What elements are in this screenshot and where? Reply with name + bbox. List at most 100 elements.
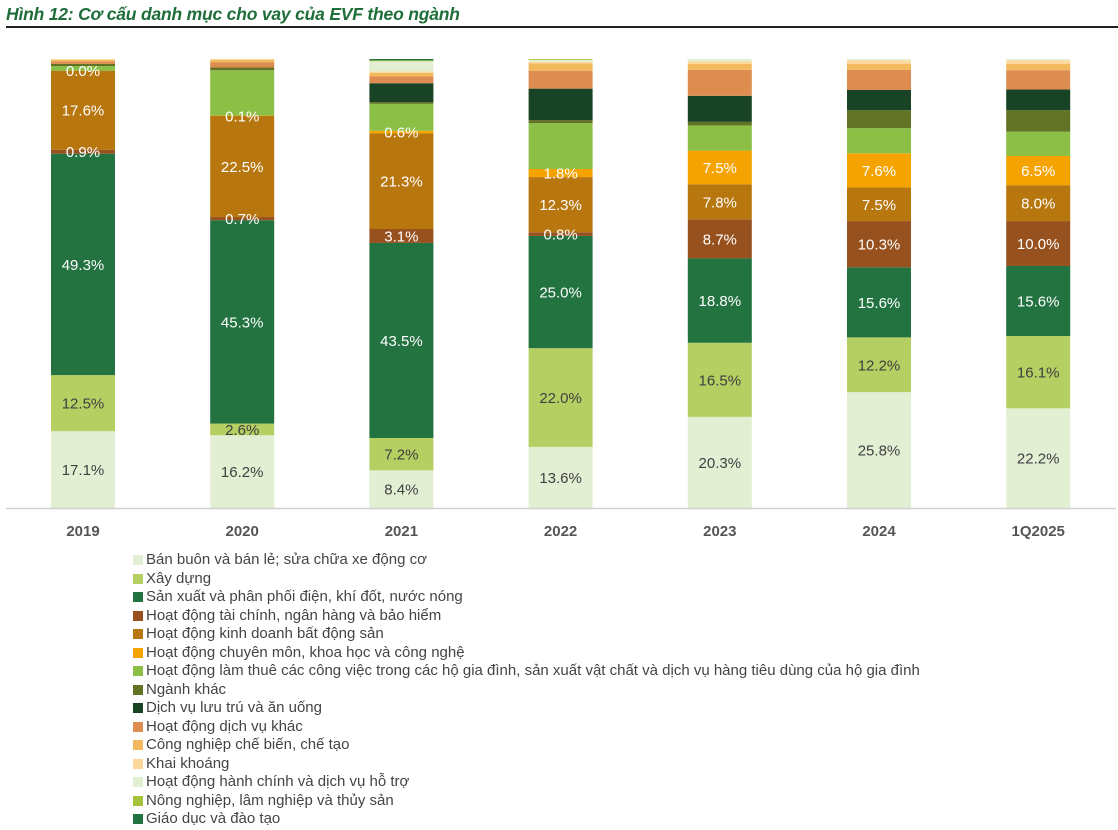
data-label: 16.5% bbox=[699, 372, 742, 389]
bar-segment bbox=[528, 59, 593, 60]
legend-item: Hoạt động hành chính và dịch vụ hỗ trợ bbox=[133, 773, 920, 792]
legend-swatch bbox=[133, 555, 143, 566]
bar-segment bbox=[369, 76, 434, 84]
data-label: 22.2% bbox=[1017, 451, 1060, 468]
bar-segment bbox=[847, 69, 911, 90]
data-label: 7.5% bbox=[862, 197, 896, 214]
bar-segment bbox=[1006, 408, 1071, 508]
x-tick-label: 2021 bbox=[385, 523, 418, 540]
bar-segment bbox=[1006, 60, 1071, 64]
bar-segment bbox=[51, 63, 115, 67]
bar-segment bbox=[528, 70, 593, 89]
bar-segment bbox=[847, 392, 911, 508]
legend-label: Nông nghiệp, lâm nghiệp và thủy sản bbox=[146, 791, 394, 809]
bar-segment bbox=[369, 60, 434, 62]
bar-segment bbox=[369, 61, 434, 72]
bar-segment bbox=[51, 431, 115, 508]
data-label: 12.2% bbox=[858, 357, 901, 374]
bar-segment bbox=[210, 59, 275, 63]
data-label: 15.6% bbox=[858, 295, 901, 312]
x-tick-label: 2023 bbox=[703, 523, 736, 540]
legend-label: Ngành khác bbox=[146, 680, 227, 698]
x-tick-labels: 2019 2020 2021 2022 2023 2024 1Q2025 bbox=[66, 523, 1065, 540]
legend-item: Khai khoáng bbox=[133, 755, 920, 774]
data-label: 0.9% bbox=[66, 144, 100, 161]
bar-segment bbox=[847, 128, 911, 154]
bar-stack-2023: 20.3% 16.5% 18.8% 8.7% 7.8% 7.5% bbox=[687, 59, 752, 508]
bar-segment bbox=[51, 70, 115, 150]
legend-label: Hoạt động hành chính và dịch vụ hỗ trợ bbox=[146, 773, 410, 790]
bars-group: 17.1% 12.5% 49.3% 0.9% 17.6% 0.0% 16.2% 2.6% 45.… bbox=[51, 59, 1071, 508]
data-label: 7.6% bbox=[862, 163, 896, 180]
legend-item: Sản xuất và phân phối điện, khí đốt, nướ… bbox=[133, 588, 920, 607]
legend-swatch bbox=[133, 721, 143, 732]
bar-segment bbox=[687, 59, 752, 62]
data-label: 0.8% bbox=[543, 227, 577, 244]
legend-item: Hoạt động làm thuê các công việc trong c… bbox=[133, 662, 920, 681]
bar-segment bbox=[210, 59, 275, 60]
bar-segment bbox=[528, 63, 593, 71]
bar-segment bbox=[847, 59, 911, 61]
bar-segment bbox=[847, 60, 911, 64]
bar-segment bbox=[687, 184, 752, 220]
bar-segment bbox=[369, 229, 434, 243]
bar-segment bbox=[210, 220, 275, 424]
data-label: 15.6% bbox=[1017, 294, 1060, 311]
bar-segment bbox=[687, 150, 752, 185]
bar-segment bbox=[1006, 63, 1071, 71]
bar-segment bbox=[369, 470, 434, 508]
bar-segment bbox=[687, 416, 752, 508]
legend-item: Hoạt động kinh doanh bất động sản bbox=[133, 625, 920, 644]
chart-title: Hình 12: Cơ cấu danh mục cho vay của EVF… bbox=[6, 4, 460, 24]
bar-segment bbox=[687, 258, 752, 343]
data-label: 17.1% bbox=[62, 462, 105, 479]
legend-swatch bbox=[133, 592, 143, 603]
data-label: 12.3% bbox=[539, 197, 582, 214]
legend-label: Hoạt động dịch vụ khác bbox=[146, 717, 303, 735]
x-tick-label: 2022 bbox=[544, 523, 577, 540]
legend-swatch bbox=[133, 647, 143, 658]
legend-swatch bbox=[133, 666, 143, 677]
bar-segment bbox=[528, 88, 593, 121]
bar-segment bbox=[369, 242, 434, 439]
data-label: 43.5% bbox=[380, 333, 423, 350]
data-label: 25.0% bbox=[539, 285, 582, 302]
title-divider bbox=[6, 26, 1118, 28]
data-label: 10.0% bbox=[1017, 236, 1060, 253]
legend-item: Hoạt động tài chính, ngân hàng và bảo hi… bbox=[133, 607, 920, 626]
legend-item: Hoạt động dịch vụ khác bbox=[133, 718, 920, 737]
legend-item: Giáo dục và đào tạo bbox=[133, 810, 920, 829]
bar-segment bbox=[51, 375, 115, 432]
legend-swatch bbox=[133, 740, 143, 751]
bar-segment bbox=[369, 438, 434, 471]
bar-segment bbox=[1006, 131, 1071, 156]
bar-segment bbox=[210, 67, 275, 71]
legend-swatch bbox=[133, 795, 143, 806]
data-label: 10.3% bbox=[858, 237, 901, 254]
bar-segment bbox=[528, 235, 593, 349]
bar-segment bbox=[847, 63, 911, 70]
legend-item: Ngành khác bbox=[133, 681, 920, 700]
data-label: 0.7% bbox=[225, 211, 259, 228]
bar-segment bbox=[847, 153, 911, 188]
x-tick-label: 1Q2025 bbox=[1012, 523, 1065, 540]
data-label: 20.3% bbox=[699, 455, 742, 472]
bar-segment bbox=[369, 103, 434, 131]
bar-segment bbox=[210, 217, 275, 221]
data-label: 13.6% bbox=[539, 470, 582, 487]
bar-segment bbox=[687, 125, 752, 151]
bar-segment bbox=[51, 61, 115, 64]
bar-segment bbox=[528, 169, 593, 178]
bar-segment bbox=[687, 69, 752, 96]
data-label: 6.5% bbox=[1021, 163, 1055, 180]
legend-label: Sản xuất và phân phối điện, khí đốt, nướ… bbox=[146, 588, 463, 605]
bar-segment bbox=[528, 59, 593, 62]
bar-segment bbox=[1006, 155, 1071, 186]
bar-segment bbox=[687, 219, 752, 259]
bar-segment bbox=[1006, 110, 1071, 132]
bar-segment bbox=[51, 59, 115, 62]
bar-segment bbox=[847, 110, 911, 129]
bar-segment bbox=[210, 62, 275, 68]
legend-label: Hoạt động kinh doanh bất động sản bbox=[146, 625, 384, 642]
bar-segment bbox=[210, 70, 275, 116]
